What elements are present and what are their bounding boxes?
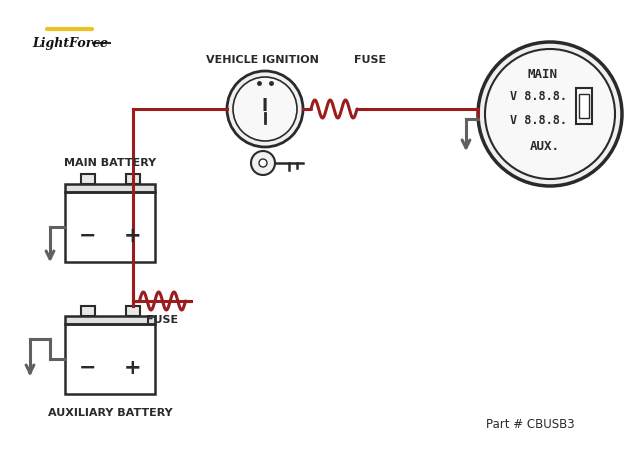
Bar [579,95,589,119]
Bar [65,316,155,324]
Circle shape [259,160,267,168]
Bar [81,175,95,184]
Bar [81,306,95,316]
Circle shape [251,152,275,175]
Text: FUSE: FUSE [147,314,179,324]
Bar [65,193,155,262]
Text: MAIN: MAIN [527,69,557,81]
Text: FUSE: FUSE [354,55,386,65]
Text: I: I [262,97,268,115]
Text: V 8.8.8.: V 8.8.8. [509,90,566,103]
Text: LightForce: LightForce [32,37,108,51]
Bar [125,175,140,184]
Text: MAIN BATTERY: MAIN BATTERY [64,158,156,168]
Circle shape [233,78,297,142]
Text: −: − [79,357,96,377]
Text: Part # CBUSB3: Part # CBUSB3 [486,418,574,431]
Text: AUX.: AUX. [530,140,560,153]
Bar [125,306,140,316]
Circle shape [485,50,615,179]
Text: VEHICLE IGNITION: VEHICLE IGNITION [205,55,319,65]
Circle shape [478,43,622,187]
Circle shape [227,72,303,147]
Text: −: − [79,226,96,245]
Text: +: + [124,357,141,377]
Bar [65,324,155,394]
Text: AUXILIARY BATTERY: AUXILIARY BATTERY [48,407,172,417]
Bar [576,89,592,125]
Text: +: + [124,226,141,245]
Text: V 8.8.8.: V 8.8.8. [509,113,566,126]
Bar [65,184,155,193]
